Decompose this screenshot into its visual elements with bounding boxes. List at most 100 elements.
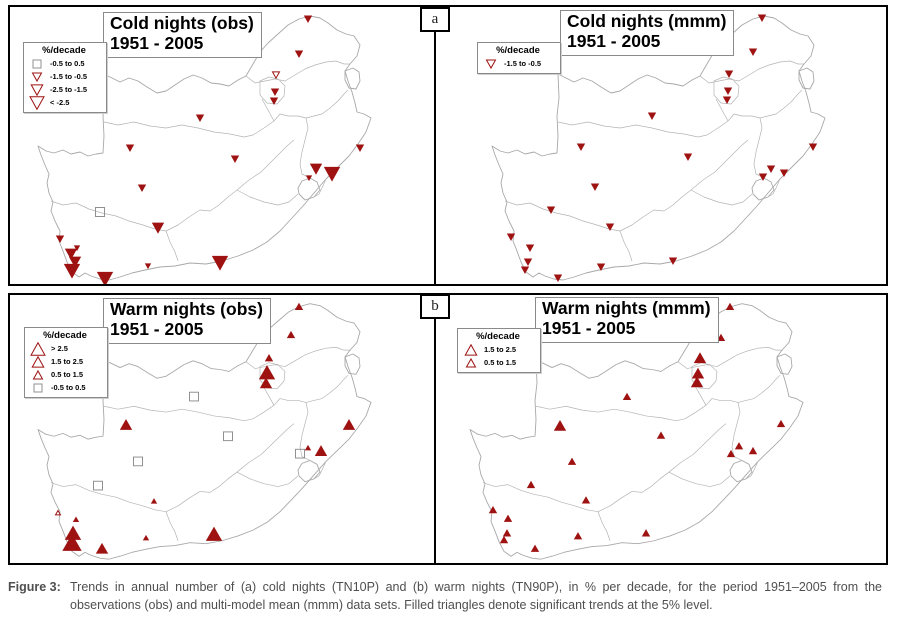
tri-down-marker: [668, 257, 678, 265]
tri-down-marker: [722, 96, 732, 104]
tri-down-marker: [269, 97, 279, 105]
tri-up-marker: [30, 341, 46, 356]
tri-down-marker: [724, 70, 734, 78]
legend-row: -0.5 to 0.5: [29, 381, 101, 394]
tri-down-marker: [64, 248, 78, 260]
tri-down-marker: [525, 244, 535, 252]
panel-title: Cold nights (mmm) 1951 - 2005: [560, 10, 735, 56]
tri-down-marker: [605, 223, 615, 231]
tri-up-marker: [502, 529, 512, 537]
tri-up-marker: [314, 445, 328, 456]
tri-up-marker: [734, 442, 744, 450]
tri-up-marker: [464, 343, 478, 356]
legend-triangle-down-icon: [29, 95, 45, 110]
legend-row: < -2.5: [28, 95, 100, 110]
tri-up-marker: [622, 392, 632, 401]
legend-row-label: -1.5 to -0.5: [504, 59, 542, 68]
legend-triangle-up-icon: [30, 341, 46, 356]
panel-title-line1: Cold nights (mmm): [567, 11, 727, 31]
no-trend-square: [223, 431, 233, 442]
tri-down-marker: [355, 144, 365, 152]
map-warm-mmm: [469, 302, 804, 560]
tri-up-marker: [465, 357, 477, 368]
panel-title-line1: Warm nights (mmm): [542, 298, 711, 318]
tri-up-marker: [503, 514, 513, 522]
tri-down-marker: [523, 258, 533, 266]
legend-row: 0.5 to 1.5: [462, 356, 534, 369]
tri-up-marker: [726, 449, 736, 458]
tri-up-marker: [119, 419, 133, 430]
legend-row: -1.5 to -0.5: [482, 57, 554, 70]
tri-down-marker: [230, 155, 240, 163]
legend-square-icon: [32, 59, 42, 68]
tri-down-marker: [683, 153, 693, 161]
trend-markers: [55, 15, 365, 284]
panel-warm-nights-obs: Warm nights (obs) 1951 - 2005 %/decade >…: [8, 293, 436, 565]
panel-title-line2: 1951 - 2005: [110, 318, 204, 339]
tri-down-marker: [270, 88, 280, 96]
legend: %/decade -0.5 to 0.5 -1.5 to -0.5 -2.5 to …: [23, 42, 107, 113]
panel-title-line2: 1951 - 2005: [110, 32, 204, 53]
legend-triangle-up-icon: [32, 369, 44, 380]
tri-up-marker: [776, 419, 786, 428]
tri-down-marker: [758, 173, 768, 181]
tri-up-marker: [72, 516, 80, 523]
no-trend-square: [93, 480, 103, 491]
no-trend-square: [33, 383, 43, 392]
tri-down-marker: [723, 87, 733, 95]
figure-caption-text: Trends in annual number of (a) cold nigh…: [70, 580, 882, 613]
legend-title: %/decade: [43, 330, 87, 341]
tri-down-marker: [647, 112, 657, 120]
tri-up-marker: [499, 535, 509, 544]
panel-title: Warm nights (mmm) 1951 - 2005: [535, 297, 719, 343]
legend-row: -0.5 to 0.5: [28, 57, 100, 70]
legend-row-label: -0.5 to 0.5: [50, 59, 85, 68]
legend-row-label: 0.5 to 1.5: [484, 358, 517, 367]
legend-row-label: 1.5 to 2.5: [484, 345, 517, 354]
legend: %/decade -1.5 to -0.5: [477, 42, 561, 74]
no-trend-square: [133, 456, 143, 467]
tri-down-marker: [323, 166, 341, 182]
figure-caption-label: Figure 3:: [8, 580, 61, 594]
legend-title: %/decade: [42, 45, 86, 56]
panel-title-line2: 1951 - 2005: [567, 30, 661, 51]
tri-up-marker: [62, 534, 82, 551]
tri-up-marker: [691, 367, 705, 379]
tri-up-marker: [553, 420, 567, 431]
tri-down-marker: [137, 184, 147, 192]
tri-up-marker: [693, 352, 707, 364]
tri-down-marker: [520, 266, 530, 274]
panel-title-line1: Warm nights (obs): [110, 299, 263, 319]
tri-down-marker: [211, 255, 229, 271]
panel-warm-nights-mmm: Warm nights (mmm) 1951 - 2005 %/decade 1…: [434, 293, 888, 565]
map-warm-obs: [37, 302, 372, 560]
tri-down-marker: [766, 165, 776, 173]
legend-triangle-down-icon: [31, 71, 43, 82]
tri-up-marker: [54, 509, 62, 516]
tri-down-marker: [576, 143, 586, 151]
tri-down-marker: [485, 58, 497, 69]
tri-down-marker: [30, 83, 44, 96]
legend-square-icon: [33, 383, 43, 392]
tri-up-marker: [150, 498, 158, 504]
no-trend-square: [295, 448, 305, 459]
panel-label-b: b: [420, 294, 450, 319]
panel-title: Warm nights (obs) 1951 - 2005: [103, 298, 271, 344]
legend-triangle-down-icon: [485, 58, 497, 69]
tri-up-marker: [725, 302, 735, 311]
tri-down-marker: [303, 15, 313, 23]
panel-title: Cold nights (obs) 1951 - 2005: [103, 12, 262, 58]
tri-up-marker: [259, 377, 273, 389]
legend-row: -1.5 to -0.5: [28, 70, 100, 83]
tri-up-marker: [748, 446, 758, 455]
tri-down-marker: [748, 48, 758, 56]
map-cold-mmm: [491, 14, 826, 282]
no-trend-square: [95, 207, 105, 217]
tri-down-marker: [553, 274, 563, 282]
tri-down-marker: [73, 245, 81, 252]
figure-caption: Figure 3: Trends in annual number of (a) …: [8, 578, 890, 614]
tri-up-marker: [567, 457, 577, 465]
tri-up-marker: [31, 355, 45, 368]
tri-up-marker: [142, 534, 150, 541]
